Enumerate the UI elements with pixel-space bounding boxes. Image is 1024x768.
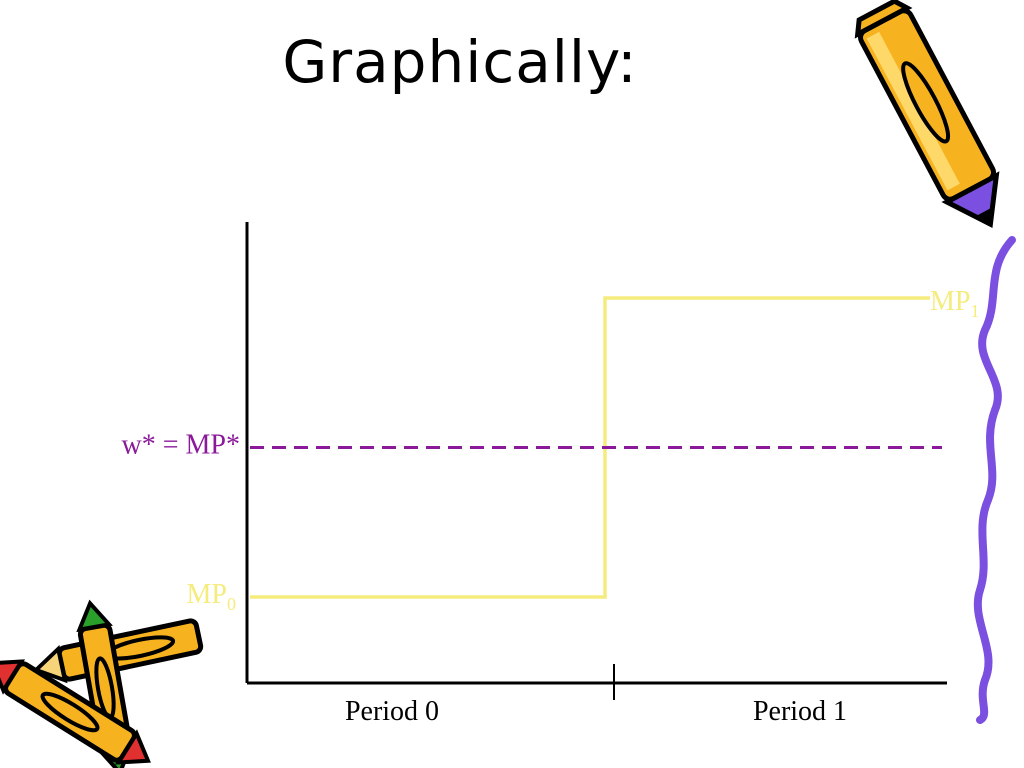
wavy-line-decoration bbox=[973, 236, 1016, 724]
mp0-label: MP0 bbox=[187, 579, 236, 614]
pencil-icon bbox=[854, 0, 1000, 229]
slide-title: Graphically: bbox=[282, 28, 638, 96]
crossed-pencils-icon bbox=[0, 599, 204, 768]
category-label-period-0: Period 0 bbox=[345, 696, 439, 727]
category-label-period-1: Period 1 bbox=[753, 696, 847, 727]
mp1-label: MP1 bbox=[930, 286, 979, 321]
wage-label: w* = MP* bbox=[122, 430, 240, 461]
